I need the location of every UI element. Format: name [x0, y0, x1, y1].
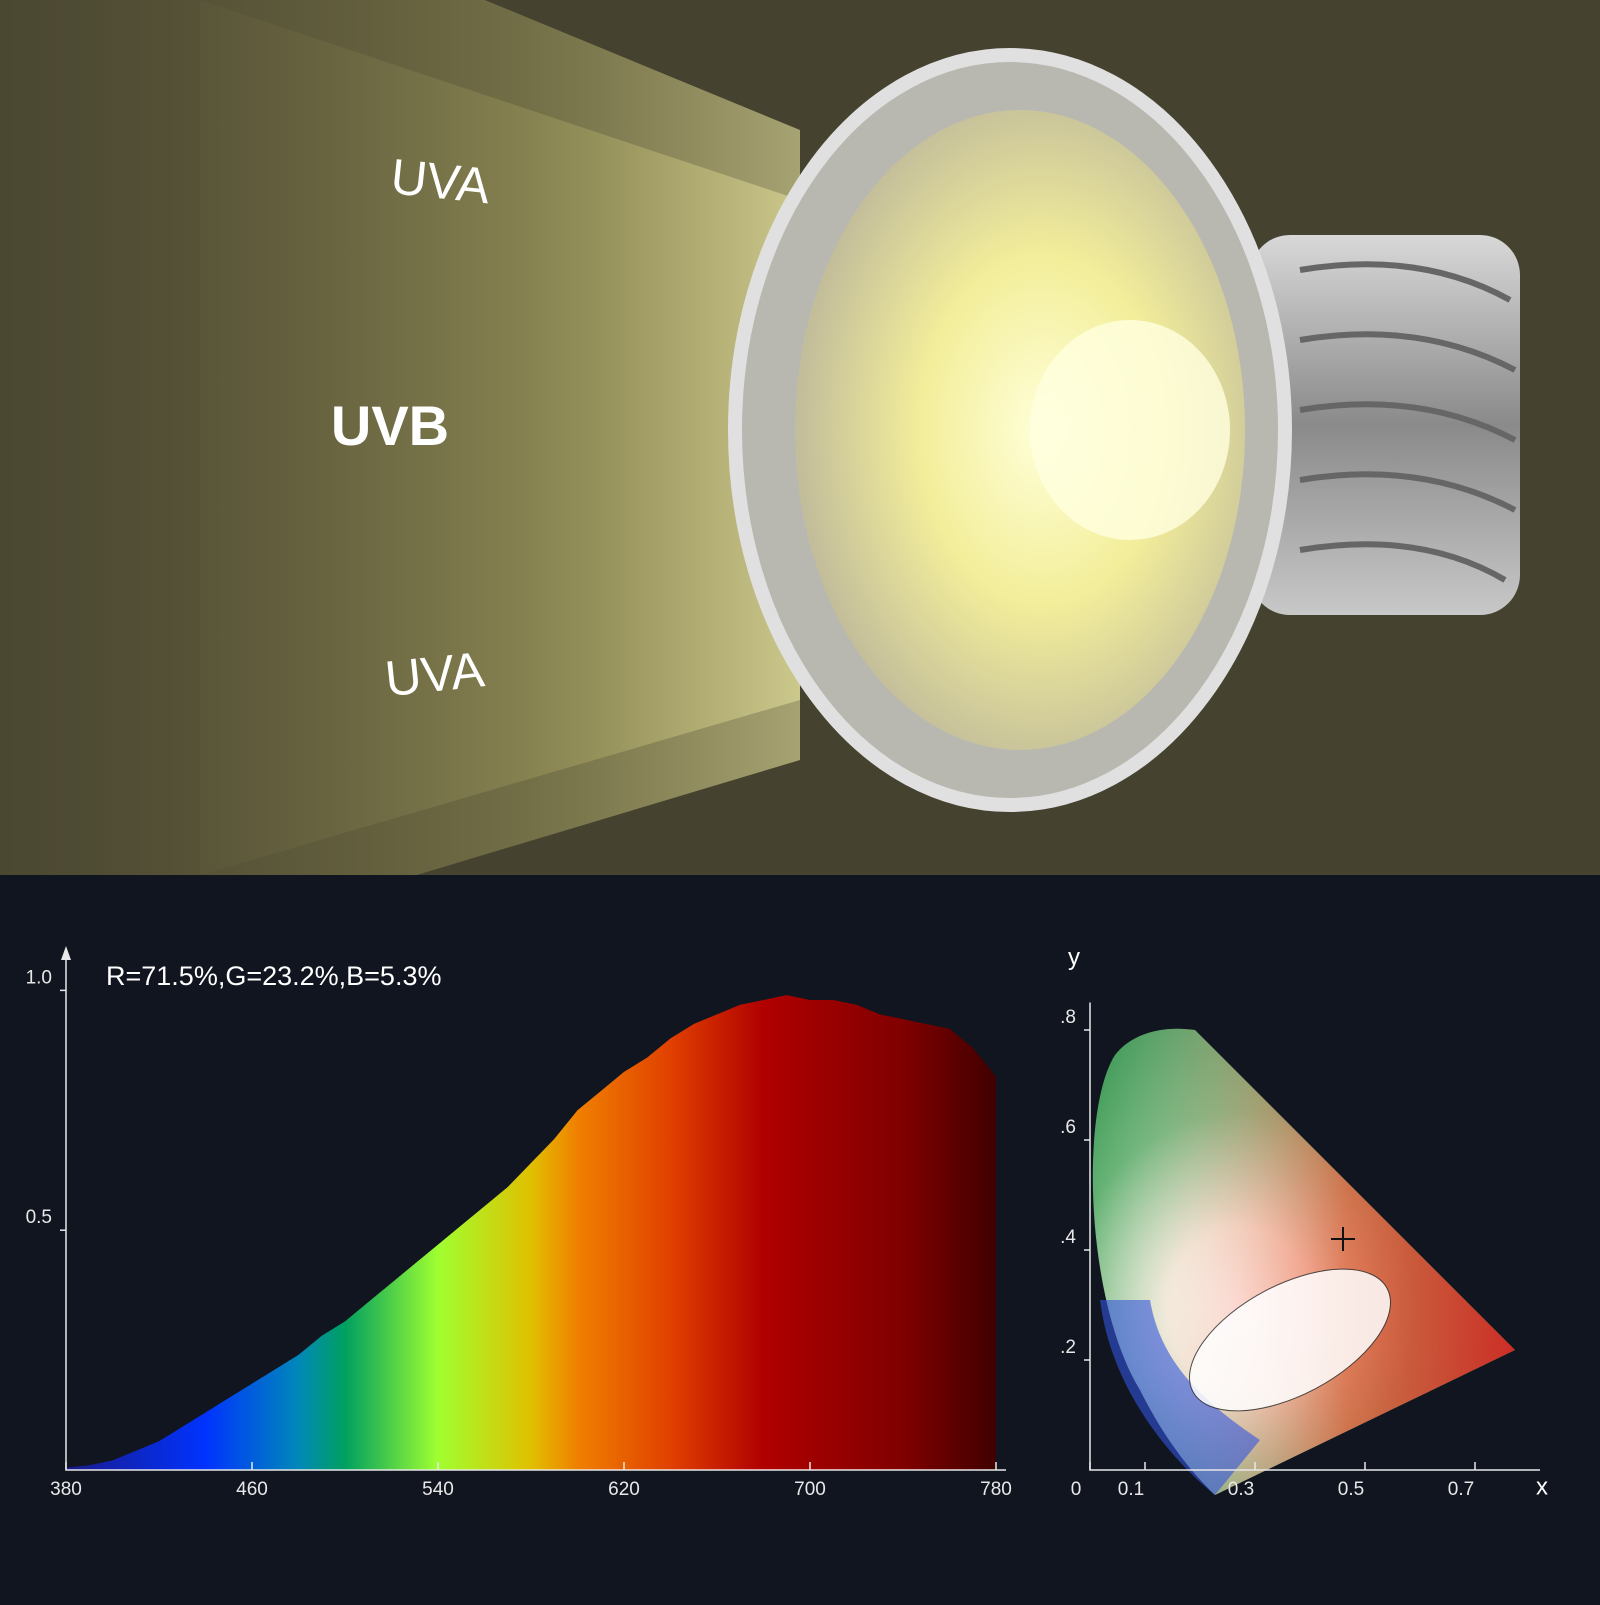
x-tick-label: 0.7	[1448, 1479, 1474, 1500]
x-tick-label: 620	[608, 1479, 640, 1500]
y-tick-label: .2	[1060, 1337, 1076, 1358]
y-tick-label: 0.5	[26, 1207, 52, 1228]
annotation: R=71.5%,G=23.2%,B=5.3%	[106, 961, 441, 991]
x-tick-label: 780	[980, 1479, 1012, 1500]
x-tick-label: 0	[1071, 1479, 1082, 1500]
x-tick-label: 700	[794, 1479, 826, 1500]
cie-blue-region	[1100, 1300, 1260, 1495]
light-beam	[200, 0, 800, 875]
x-tick-label: 0.1	[1118, 1479, 1144, 1500]
y-axis-title: y	[1068, 944, 1080, 971]
x-axis-title: x	[1536, 1473, 1548, 1500]
x-tick-label: 460	[236, 1479, 268, 1500]
socket-threads	[1299, 261, 1517, 583]
beam-label: UVA	[382, 641, 487, 707]
cie-white-region	[1189, 1268, 1391, 1412]
y-tick-label: .6	[1060, 1117, 1076, 1138]
lamp-socket	[1250, 235, 1520, 615]
spectrum-area	[66, 995, 996, 1470]
x-tick-label: 0.5	[1338, 1479, 1364, 1500]
axis-arrow	[61, 946, 71, 960]
spectrum-chart: R=71.5%,G=23.2%,B=5.3% 380 460 540 620 700 78…	[26, 946, 1012, 1500]
y-tick-label: .8	[1060, 1007, 1076, 1028]
y-tick-label: 1.0	[26, 967, 52, 988]
x-tick-label: 540	[422, 1479, 454, 1500]
lamp-reflector	[795, 110, 1245, 750]
lamp-bulb	[1030, 320, 1230, 540]
beam-label: UVB	[331, 394, 449, 457]
cie-chart: x y 0 0.1 0.3 0.5 0.7 .2 .4 .6 .8	[1060, 944, 1548, 1501]
y-tick-label: .4	[1060, 1227, 1076, 1248]
x-tick-label: 0.3	[1228, 1479, 1254, 1500]
chromaticity-point	[1331, 1227, 1355, 1251]
beam-label: UVA	[388, 148, 493, 214]
x-tick-label: 380	[50, 1479, 82, 1500]
